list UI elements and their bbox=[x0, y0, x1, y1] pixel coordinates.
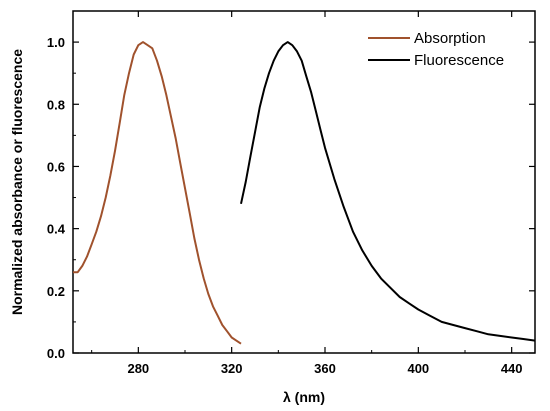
y-tick-label: 0.8 bbox=[47, 97, 65, 112]
y-tick-label: 0.6 bbox=[47, 159, 65, 174]
y-axis-ticks: 0.0 0.2 0.4 0.6 0.8 1.0 bbox=[47, 10, 535, 361]
y-tick-label: 1.0 bbox=[47, 35, 65, 50]
legend-label-fluorescence: Fluorescence bbox=[414, 52, 504, 69]
series-line-fluorescence bbox=[240, 41, 536, 342]
x-tick-label: 280 bbox=[127, 361, 149, 376]
x-tick-label: 360 bbox=[314, 361, 336, 376]
x-axis-ticks: 280 320 360 400 440 bbox=[91, 11, 523, 376]
y-axis-title: Normalized absorbance or fluorescence bbox=[9, 49, 25, 315]
x-tick-label: 320 bbox=[221, 361, 243, 376]
series-line-absorption bbox=[73, 41, 242, 345]
series-layer bbox=[73, 41, 536, 345]
x-axis-title: λ (nm) bbox=[283, 389, 325, 405]
legend-label-absorption: Absorption bbox=[414, 30, 486, 47]
x-tick-label: 440 bbox=[501, 361, 523, 376]
x-tick-label: 400 bbox=[407, 361, 429, 376]
legend: Absorption Fluorescence bbox=[368, 30, 504, 69]
y-tick-label: 0.4 bbox=[47, 222, 66, 237]
y-tick-label: 0.2 bbox=[47, 284, 65, 299]
y-tick-label: 0.0 bbox=[47, 346, 65, 361]
